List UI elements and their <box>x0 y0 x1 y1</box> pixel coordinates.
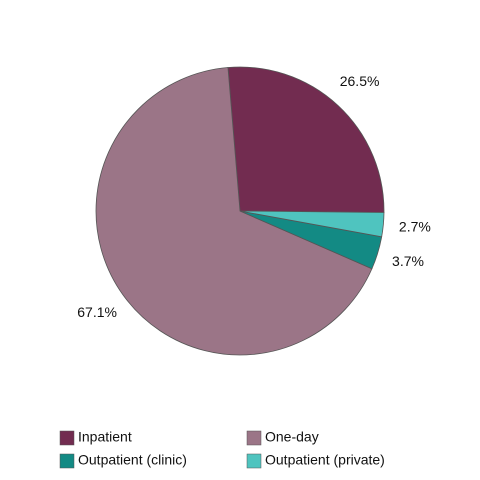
legend-label: One-day <box>265 429 319 445</box>
legend-swatch <box>246 453 262 469</box>
pie-slice <box>239 210 385 238</box>
data-label: 67.1% <box>77 304 117 320</box>
legend-label: Outpatient (private) <box>265 452 385 468</box>
legend-swatch <box>246 430 262 446</box>
pie-slice <box>95 67 373 356</box>
legend-label: Inpatient <box>78 429 132 445</box>
pie-slice <box>227 66 385 213</box>
data-label: 2.7% <box>399 218 431 234</box>
legend-swatch <box>59 430 75 446</box>
data-label: 3.7% <box>392 253 424 269</box>
legend-swatch <box>59 453 75 469</box>
data-label: 26.5% <box>340 73 380 89</box>
legend-label: Outpatient (clinic) <box>78 452 187 468</box>
